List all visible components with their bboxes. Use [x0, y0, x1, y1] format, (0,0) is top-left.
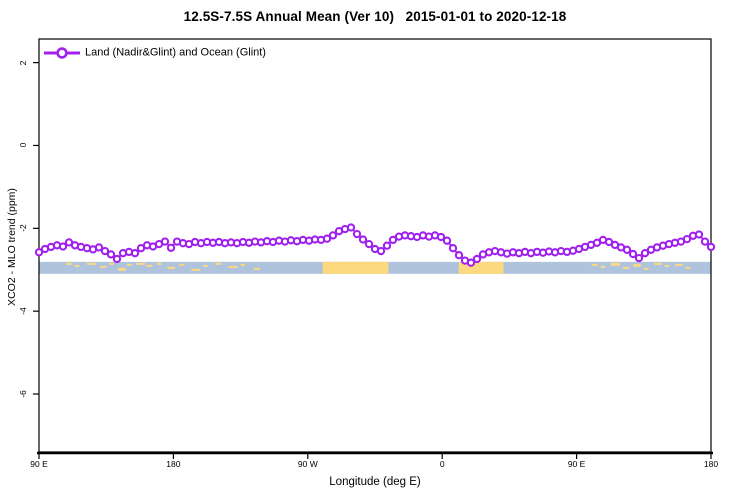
data-point-marker	[700, 237, 710, 246]
x-tick-label: 90 W	[297, 459, 318, 469]
data-point-marker	[640, 249, 650, 258]
data-point-marker	[706, 242, 716, 252]
map-strip-island	[109, 262, 114, 265]
data-point-marker	[382, 241, 392, 250]
y-tick-label: -4	[18, 307, 28, 315]
map-strip-island	[643, 267, 649, 270]
data-point-marker	[94, 243, 104, 252]
data-point-marker	[346, 223, 356, 232]
chart-title: 12.5S-7.5S Annual Mean (Ver 10) 2015-01-…	[183, 9, 567, 24]
x-tick-label: 90 E	[567, 459, 586, 469]
y-tick-label: 0	[18, 143, 28, 148]
map-strip-island	[74, 264, 80, 267]
data-point-marker	[448, 244, 458, 253]
data-point-marker	[622, 245, 632, 254]
legend-circle-icon	[56, 47, 68, 59]
data-point-marker	[58, 242, 68, 251]
map-strip-island	[156, 262, 162, 265]
map-strip-island	[146, 264, 153, 267]
map-strip-island	[100, 265, 107, 268]
x-tick-label: 90 E	[30, 459, 48, 469]
map-strip-island	[240, 263, 246, 266]
data-point-marker	[634, 253, 644, 263]
x-tick-label: 180	[166, 459, 181, 469]
data-point-marker	[358, 235, 368, 244]
map-strip-island	[191, 268, 201, 271]
data-point-marker	[130, 249, 140, 258]
x-axis-label: Longitude (deg E)	[329, 476, 421, 488]
map-strip-island	[622, 266, 629, 269]
map-strip-island	[203, 264, 208, 267]
y-tick-label: -2	[18, 224, 28, 233]
map-strip-island	[685, 266, 691, 269]
data-point-marker	[364, 239, 374, 249]
map-strip-island	[167, 266, 175, 269]
legend-marker-icon	[44, 47, 80, 59]
map-strip-island	[228, 265, 238, 268]
y-tick-label: -6	[18, 390, 28, 398]
data-point-marker	[628, 249, 638, 259]
x-tick-label: 180	[703, 459, 719, 469]
data-point-marker	[100, 246, 110, 256]
map-strip-island	[675, 263, 683, 266]
data-point-marker	[322, 234, 332, 243]
data-point-marker	[352, 229, 362, 239]
data-point-marker	[466, 258, 476, 267]
map-strip-island	[633, 263, 641, 267]
map-strip-island	[654, 262, 662, 265]
map-strip-island	[65, 262, 72, 265]
y-tick-label: 2	[18, 60, 28, 65]
map-strip-island	[610, 262, 620, 266]
data-point-marker	[34, 248, 44, 257]
map-strip-island	[215, 262, 222, 265]
map-strip-island	[127, 263, 132, 266]
data-point-marker	[454, 251, 464, 260]
map-strip-island	[136, 262, 146, 265]
map-strip-island	[118, 267, 126, 271]
data-point-marker	[166, 243, 176, 252]
data-point-marker	[694, 230, 704, 239]
map-strip-island	[664, 264, 670, 267]
data-point-marker	[442, 236, 452, 245]
data-point-marker	[106, 250, 116, 259]
data-point-marker	[388, 235, 398, 245]
data-point-marker	[472, 254, 482, 264]
map-strip-island	[591, 263, 598, 266]
data-point-marker	[112, 254, 122, 264]
data-point-marker	[436, 232, 446, 242]
map-strip-island	[179, 263, 184, 266]
legend-label: Land (Nadir&Glint) and Ocean (Glint)	[85, 46, 266, 59]
map-strip-land	[322, 261, 389, 274]
data-point-marker	[682, 234, 692, 244]
data-point-marker	[160, 237, 170, 246]
map-strip-island	[86, 262, 96, 265]
y-axis-label: XCO2 - MLO trend (ppm)	[6, 188, 18, 306]
data-point-marker	[376, 246, 386, 256]
x-tick-label: 0	[439, 459, 445, 469]
map-strip-island	[254, 267, 261, 270]
data-point-marker	[328, 231, 338, 240]
map-strip-island	[600, 265, 605, 268]
